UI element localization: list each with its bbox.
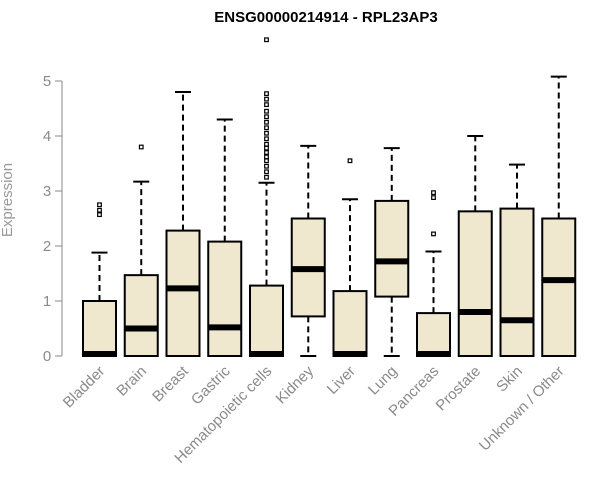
y-tick-label: 1 [43, 293, 51, 310]
box-group [165, 91, 201, 358]
x-tick-label: Lung [365, 363, 401, 399]
x-tick-label: Skin [493, 363, 526, 396]
box [374, 199, 410, 298]
box-group [82, 202, 117, 357]
box [416, 312, 451, 358]
box [207, 240, 243, 358]
box-series [82, 37, 577, 358]
outlier-point [138, 144, 144, 150]
box-group [123, 144, 159, 357]
outlier-point [264, 154, 269, 160]
outlier-point [264, 114, 269, 120]
y-axis: 0 1 2 3 4 5 [43, 73, 63, 365]
y-tick-label: 2 [43, 238, 51, 255]
box [123, 274, 159, 357]
box-group [290, 144, 326, 357]
outlier-point [264, 37, 269, 43]
outlier-point [264, 145, 269, 151]
box [165, 229, 201, 358]
x-tick-label: Liver [324, 363, 359, 398]
outlier-point [431, 231, 436, 237]
y-tick-label: 3 [43, 183, 51, 200]
outlier-point [264, 125, 269, 131]
box [499, 207, 535, 357]
box-group [457, 135, 493, 357]
outlier-point [97, 207, 102, 213]
x-tick-label: Kidney [273, 362, 318, 407]
outlier-point [431, 190, 436, 196]
outlier-point [347, 158, 353, 164]
outlier-point [97, 212, 102, 218]
box [541, 217, 577, 357]
outlier-point [264, 150, 269, 155]
outlier-point [264, 108, 269, 114]
box-group [207, 118, 243, 358]
outlier-point [264, 102, 269, 108]
box-group [249, 37, 284, 358]
box [457, 210, 493, 357]
outlier-point [264, 136, 269, 142]
box-group [332, 158, 368, 358]
outlier-point [264, 163, 269, 169]
box [332, 290, 368, 358]
outlier-point [97, 202, 102, 208]
chart-title: ENSG00000214914 - RPL23AP3 [214, 9, 437, 26]
box-group [541, 75, 577, 357]
outlier-point [264, 96, 269, 102]
box-group [416, 190, 451, 358]
outlier-point [264, 141, 269, 147]
y-axis-label: Expression [0, 163, 16, 237]
box-group [499, 163, 535, 357]
x-tick-label: Prostate [433, 363, 485, 415]
outlier-point [264, 158, 269, 164]
y-tick-label: 0 [43, 348, 51, 365]
outlier-point [431, 195, 436, 201]
box [82, 300, 117, 357]
outlier-point [264, 119, 269, 125]
box-group [374, 147, 410, 357]
x-tick-label: Brain [113, 363, 150, 400]
x-tick-label: Breast [149, 362, 192, 405]
x-tick-label: Bladder [60, 363, 109, 412]
outlier-point [264, 169, 269, 175]
y-tick-label: 4 [43, 128, 51, 145]
outlier-point [264, 91, 269, 97]
outlier-point [264, 130, 269, 136]
outlier-point [264, 174, 269, 180]
y-tick-label: 5 [43, 73, 51, 90]
box [249, 284, 284, 358]
